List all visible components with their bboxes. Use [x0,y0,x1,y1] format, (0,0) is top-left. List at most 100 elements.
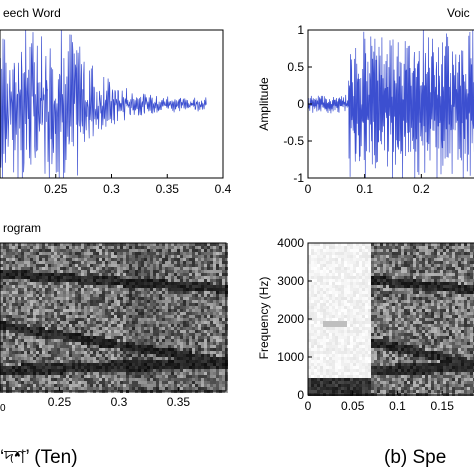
spectrogram-cell [111,243,114,246]
spectrogram-cell [141,270,144,273]
spectrogram-cell [78,270,81,273]
spectrogram-cell [389,261,392,264]
spectrogram-cell [153,306,156,309]
spectrogram-cell [431,243,434,246]
spectrogram-cell [222,348,225,351]
spectrogram-cell [183,282,186,285]
spectrogram-cell [96,387,99,390]
spectrogram-cell [63,357,66,360]
spectrogram-cell [153,279,156,282]
spectrogram-cell [356,252,359,255]
spectrogram-cell [12,306,15,309]
spectrogram-cell [407,258,410,261]
spectrogram-cell [42,291,45,294]
spectrogram-cell [446,297,449,300]
spectrogram-cell [192,255,195,258]
spectrogram-cell [63,384,66,387]
spectrogram-cell [219,279,222,282]
spectrogram-cell [132,255,135,258]
spectrogram-cell [147,333,150,336]
spectrogram-cell [108,333,111,336]
spectrogram-cell [72,285,75,288]
spectrogram-cell [470,279,473,282]
spectrogram-cell [45,315,48,318]
spectrogram-cell [141,288,144,291]
spectrogram-cell [141,348,144,351]
spectrogram-cell [219,297,222,300]
spectrogram-cell [3,294,6,297]
spectrogram-cell [434,282,437,285]
spectrogram-cell [75,282,78,285]
spectrogram-cell [54,357,57,360]
spectrogram-cell [195,264,198,267]
spectrogram-cell [165,369,168,372]
spectrogram-cell [216,273,219,276]
spectrogram-cell [114,312,117,315]
spectrogram-cell [335,243,338,246]
spectrogram-cell [147,366,150,369]
spectrogram-cell [18,291,21,294]
spectrogram-cell [150,381,153,384]
spectrogram-cell [42,309,45,312]
spectrogram-cell [90,258,93,261]
spectrogram-cell [168,297,171,300]
spectrogram-cell [33,387,36,390]
spectrogram-cell [195,348,198,351]
spectrogram-cell [219,255,222,258]
spectrogram-cell [222,264,225,267]
spectrogram-cell [362,270,365,273]
spectrogram-cell [78,267,81,270]
spectrogram-cell [108,354,111,357]
spectrogram-cell [204,300,207,303]
spectrogram-cell [81,264,84,267]
spectrogram-cell [18,363,21,366]
spectrogram-cell [153,294,156,297]
spectrogram-cell [407,249,410,252]
spectrogram-cell [147,300,150,303]
spectrogram-cell [416,282,419,285]
spectrogram-cell [467,243,470,246]
spectrogram-cell [189,282,192,285]
spectrogram-cell [144,348,147,351]
spectrogram-cell [12,327,15,330]
spectrogram-cell [168,336,171,339]
spectrogram-cell [323,282,326,285]
spectrogram-cell [120,261,123,264]
spectrogram-cell [210,273,213,276]
spectrogram-cell [138,336,141,339]
spectrogram-cell [222,255,225,258]
spectrogram-cell [12,387,15,390]
spectrogram-cell [126,375,129,378]
spectrogram-cell [198,372,201,375]
spectrogram-cell [201,372,204,375]
spectrogram-cell [201,273,204,276]
spectrogram-cell [81,321,84,324]
spectrogram-cell [347,249,350,252]
spectrogram-cell [75,387,78,390]
spectrogram-cell [42,366,45,369]
spectrogram-cell [195,312,198,315]
spectrogram-cell [159,372,162,375]
spectrogram-cell [78,297,81,300]
spectrogram-cell [105,294,108,297]
panel-title: rogram [3,221,41,235]
spectrogram-cell [446,273,449,276]
spectrogram-cell [27,291,30,294]
spectrogram-cell [27,360,30,363]
spectrogram-cell [138,327,141,330]
spectrogram-cell [15,309,18,312]
spectrogram-cell [222,342,225,345]
spectrogram-cell [81,384,84,387]
spectrogram-cell [156,324,159,327]
spectrogram-cell [81,342,84,345]
spectrogram-cell [404,264,407,267]
spectrogram-cell [102,249,105,252]
spectrogram-cell [42,288,45,291]
spectrogram-cell [183,267,186,270]
spectrogram-cell [51,366,54,369]
spectrogram-cell [386,273,389,276]
spectrogram-cell [216,360,219,363]
spectrogram-cell [36,387,39,390]
spectrogram-cell [437,279,440,282]
spectrogram-cell [111,345,114,348]
